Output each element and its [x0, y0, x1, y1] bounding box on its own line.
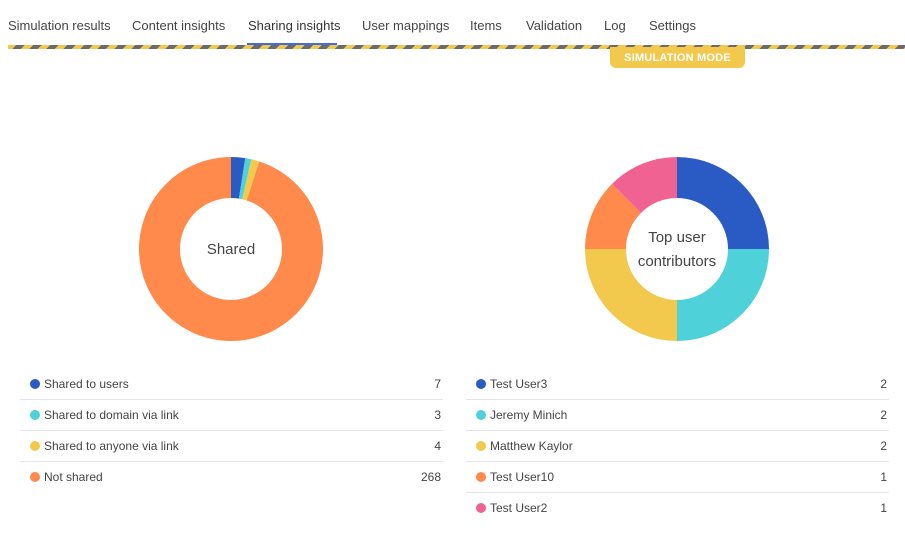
legend-dot [476, 410, 486, 420]
legend-item-contributor: Test User3 2 [466, 369, 889, 400]
legend-dot [476, 472, 486, 482]
sharing-slice-2 [242, 159, 260, 201]
legend-label: Shared to domain via link [44, 408, 179, 422]
legend-label: Shared to anyone via link [44, 439, 179, 453]
active-tab-indicator [247, 43, 337, 46]
tab-items[interactable]: Items [470, 18, 502, 33]
sharing-slice-3 [139, 157, 323, 341]
contributors-slice-3 [585, 183, 641, 249]
legend-label: Test User2 [490, 501, 548, 515]
simulation-mode-stripe [8, 45, 905, 49]
legend-item-contributor: Jeremy Minich 2 [466, 400, 889, 431]
tab-simulation-results[interactable]: Simulation results [8, 18, 111, 33]
legend-dot [30, 410, 40, 420]
legend-label: Jeremy Minich [490, 408, 568, 422]
contributors-legend: Test User3 2 Jeremy Minich 2 Matthew Kay… [466, 369, 889, 524]
legend-item-contributor: Test User10 1 [466, 462, 889, 493]
tab-sharing-insights[interactable]: Sharing insights [248, 18, 341, 33]
legend-dot [476, 503, 486, 513]
legend-label: Shared to users [44, 377, 129, 391]
legend-value: 268 [420, 470, 441, 484]
legend-label: Not shared [44, 470, 103, 484]
legend-item-shared-to-users: Shared to users 7 [20, 369, 443, 400]
legend-value: 3 [434, 408, 441, 422]
legend-item-shared-to-anyone: Shared to anyone via link 4 [20, 431, 443, 462]
tab-bar: Simulation results Content insights Shar… [0, 0, 905, 46]
legend-dot [30, 379, 40, 389]
tab-validation[interactable]: Validation [526, 18, 583, 33]
legend-dot [476, 441, 486, 451]
contributors-chart-center-label-line2: contributors [638, 253, 716, 270]
contributors-donut-chart: Top user contributors [585, 157, 769, 341]
legend-dot [30, 472, 40, 482]
legend-value: 4 [434, 439, 441, 453]
contributors-slice-0 [677, 157, 769, 249]
legend-value: 7 [434, 377, 441, 391]
legend-value: 2 [880, 408, 887, 422]
sharing-donut-chart: Shared [139, 157, 323, 341]
contributors-chart-center-label-line1: Top user [648, 229, 706, 246]
tab-user-mappings[interactable]: User mappings [362, 18, 450, 33]
contributors-slice-1 [677, 249, 769, 341]
legend-label: Test User10 [490, 470, 555, 484]
tab-log[interactable]: Log [604, 18, 626, 33]
sharing-chart-center-label: Shared [207, 241, 255, 258]
legend-label: Matthew Kaylor [490, 439, 573, 453]
legend-value: 2 [880, 377, 887, 391]
legend-value: 2 [880, 439, 887, 453]
sharing-slice-0 [231, 157, 246, 199]
legend-dot [30, 441, 40, 451]
contributors-slice-2 [585, 249, 677, 341]
contributors-slice-4 [611, 157, 677, 213]
legend-item-contributor: Matthew Kaylor 2 [466, 431, 889, 462]
tab-content-insights[interactable]: Content insights [132, 18, 226, 33]
simulation-mode-badge: SIMULATION MODE [610, 47, 745, 68]
legend-item-not-shared: Not shared 268 [20, 462, 443, 493]
sharing-legend: Shared to users 7 Shared to domain via l… [20, 369, 443, 493]
legend-value: 1 [880, 470, 887, 484]
sharing-slice-1 [238, 158, 252, 200]
legend-item-contributor: Test User2 1 [466, 493, 889, 524]
tab-settings[interactable]: Settings [649, 18, 696, 33]
legend-value: 1 [880, 501, 887, 515]
legend-item-shared-to-domain: Shared to domain via link 3 [20, 400, 443, 431]
legend-dot [476, 379, 486, 389]
legend-label: Test User3 [490, 377, 548, 391]
